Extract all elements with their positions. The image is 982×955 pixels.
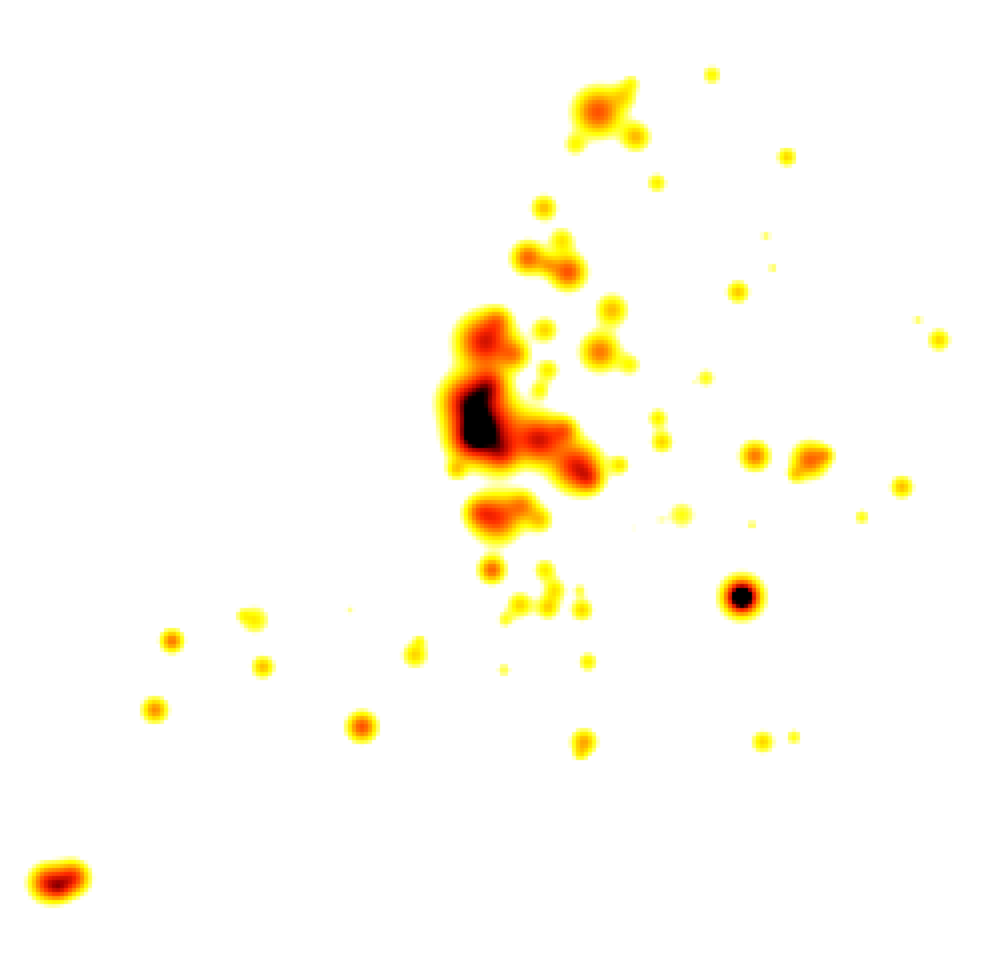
density-heatmap: [0, 0, 982, 955]
heatmap-stage: [0, 0, 982, 955]
